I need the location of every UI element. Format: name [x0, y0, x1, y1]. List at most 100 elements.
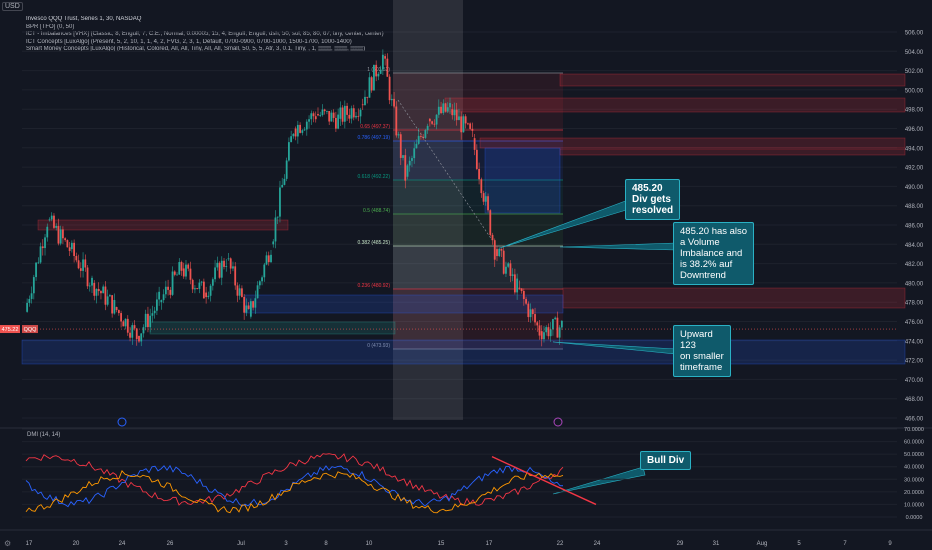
candle-body: [487, 196, 489, 211]
candle-body: [256, 285, 259, 299]
candle-body: [475, 149, 478, 169]
candle-body: [332, 112, 335, 118]
candle-body: [426, 125, 429, 131]
candle-body: [442, 103, 445, 114]
price-tick-label: 466.00: [905, 417, 924, 423]
candle-body: [100, 291, 102, 294]
candle-body: [149, 315, 152, 328]
candle-body: [238, 288, 241, 296]
candle-body: [236, 285, 239, 296]
date-tick-label: 24: [594, 541, 601, 547]
price-tick-label: 478.00: [905, 301, 924, 307]
price-tick-label: 506.00: [905, 31, 924, 37]
trend-line: [397, 99, 493, 241]
price-tick-label: 494.00: [905, 146, 924, 152]
minus-di-line: [25, 470, 564, 514]
candle-body: [484, 196, 487, 202]
callout-volume-imbalance[interactable]: 485.20 has also a Volume Imbalance and i…: [673, 222, 755, 285]
candles: [26, 49, 563, 347]
candle-body: [30, 293, 33, 299]
candle-body: [247, 305, 250, 309]
date-tick-label: 8: [324, 541, 328, 547]
legend-bpr[interactable]: BPR [TFO] (0, 50): [26, 23, 75, 30]
candle-body: [120, 313, 122, 322]
legend-imbalances[interactable]: ICT - Imbalances [VHX] (Classic, 8, Engu…: [26, 31, 384, 37]
candle-body: [207, 295, 210, 298]
candle-body: [395, 106, 398, 136]
event-marker-icon: [553, 417, 563, 427]
candle-body: [288, 142, 290, 161]
candle-body: [147, 313, 149, 328]
candle-body: [386, 58, 389, 77]
candle-body: [511, 274, 514, 276]
price-tick-label: 496.00: [905, 127, 924, 133]
candle-body: [393, 98, 395, 107]
imbalance-box: [484, 147, 561, 214]
candle-body: [415, 143, 418, 149]
candle-body: [420, 135, 422, 137]
candle-body: [26, 302, 29, 312]
candle-body: [97, 288, 100, 292]
price-tick-label: 472.00: [905, 359, 924, 365]
candle-body: [223, 260, 225, 267]
currency-label[interactable]: USD: [2, 2, 23, 11]
candle-body: [437, 106, 440, 115]
legend-smc[interactable]: Smart Money Concepts [LuxAlgo] (Historic…: [26, 46, 366, 52]
candle-body: [39, 246, 42, 263]
date-tick-label: 22: [557, 541, 564, 547]
fib-label: 0.65 (497.37): [360, 124, 390, 130]
candle-body: [509, 263, 512, 276]
candle-body: [64, 238, 67, 241]
candle-body: [505, 266, 507, 274]
fib-zone: [393, 180, 563, 214]
candle-body: [44, 237, 46, 249]
price-tick-label: 504.00: [905, 50, 924, 56]
candle-body: [46, 226, 49, 238]
candle-body: [191, 279, 194, 290]
candle-body: [142, 327, 145, 334]
candle-body: [558, 327, 561, 338]
dmi-tick-label: 50.0000: [904, 452, 924, 458]
top-bar: USD: [0, 0, 932, 13]
candle-body: [294, 128, 297, 137]
date-tick-label: 17: [486, 541, 493, 547]
legend-ict-concepts[interactable]: ICT Concepts [LuxAlgo] (Present, 5, 2, 1…: [26, 38, 352, 45]
plus-di-line: [25, 464, 564, 508]
candle-body: [455, 109, 458, 121]
settings-icon[interactable]: ⚙: [4, 539, 12, 548]
candle-body: [131, 325, 134, 338]
candle-body: [283, 178, 286, 185]
candle-body: [109, 295, 111, 297]
candle-body: [243, 296, 246, 313]
candle-body: [270, 254, 272, 263]
candle-body: [399, 134, 402, 158]
candle-body: [35, 262, 37, 278]
candle-body: [88, 285, 91, 287]
imbalance-box: [21, 339, 906, 365]
callout-upward-123[interactable]: Upward 123 on smaller timeframe: [673, 325, 731, 377]
legend-symbol[interactable]: Invesco QQQ Trust, Series 1, 30, NASDAQ: [26, 16, 142, 22]
indicator-legend: Invesco QQQ Trust, Series 1, 30, NASDAQ …: [26, 16, 384, 54]
candle-body: [522, 291, 525, 300]
candle-body: [176, 274, 178, 276]
candle-body: [330, 112, 333, 122]
candle-body: [160, 300, 163, 303]
date-tick-label: 24: [119, 541, 126, 547]
candle-body: [319, 115, 322, 116]
candle-body: [451, 109, 454, 116]
price-tick-label: 486.00: [905, 224, 924, 230]
fib-zone: [393, 141, 563, 180]
event-marker-icon: [117, 417, 127, 427]
candle-body: [357, 115, 360, 117]
date-tick-label: 10: [366, 541, 373, 547]
candle-body: [117, 310, 120, 314]
candle-body: [225, 266, 228, 267]
candle-body: [496, 249, 498, 257]
callout-bull-div[interactable]: Bull Div: [640, 451, 692, 470]
date-tick-label: 17: [26, 541, 33, 547]
candle-body: [126, 318, 129, 333]
callout-div-resolved[interactable]: 485.20 Div gets resolved: [625, 179, 681, 220]
candle-body: [339, 107, 342, 119]
candle-body: [384, 56, 387, 59]
